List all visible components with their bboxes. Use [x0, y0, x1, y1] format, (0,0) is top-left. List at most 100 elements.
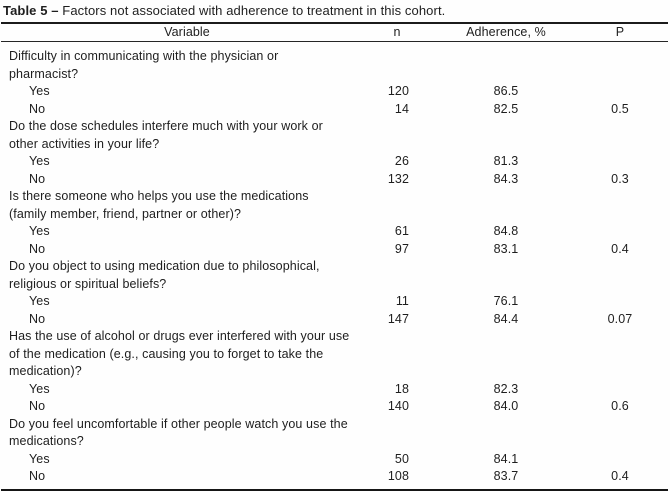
answer-label-cell: No [29, 241, 46, 256]
adherence-factors-table: Variable n Adherence, % P Difficulty in … [1, 22, 668, 491]
answer-label-cell: No [29, 171, 46, 186]
question-row: Has the use of alcohol or drugs ever int… [1, 328, 668, 381]
n-value-cell: 140 [387, 399, 409, 413]
adherence-value-cell: 84.8 [493, 224, 519, 238]
adherence-value-cell: 81.3 [493, 154, 519, 168]
question-line: of the medication (e.g., causing you to … [9, 346, 324, 361]
question-cell: Is there someone who helps you use the m… [1, 188, 668, 223]
n-value-cell: 50 [394, 451, 409, 466]
n-value-cell: 147 [387, 311, 409, 326]
n-value-cell: 120 [387, 84, 409, 98]
answer-row: No 14 82.5 0.5 [1, 101, 668, 119]
row-spacer-cell [649, 398, 668, 416]
n-value-cell: 108 [387, 469, 409, 483]
question-row: Do you object to using medication due to… [1, 258, 668, 293]
answer-label-cell: Yes [29, 451, 50, 466]
question-cell: Has the use of alcohol or drugs ever int… [1, 328, 668, 381]
answer-label-cell: No [29, 101, 46, 116]
column-header-variable: Variable [1, 23, 373, 42]
answer-label-cell: Yes [29, 84, 50, 98]
answer-label-cell: No [29, 311, 46, 326]
p-value-cell: 0.07 [607, 311, 633, 326]
row-spacer-cell [649, 468, 668, 490]
adherence-value-cell: 82.3 [493, 381, 519, 396]
adherence-value-cell: 83.7 [493, 469, 519, 483]
question-line: Do the dose schedules interfere much wit… [9, 119, 323, 133]
question-line: pharmacist? [9, 66, 79, 81]
question-cell: Do you object to using medication due to… [1, 258, 668, 293]
answer-row: Yes 18 82.3 [1, 381, 668, 399]
p-value-cell [591, 381, 649, 399]
answer-label-cell: No [29, 399, 46, 413]
adherence-value-cell: 84.3 [493, 171, 519, 186]
answer-row: No 97 83.1 0.4 [1, 241, 668, 259]
answer-row: Yes 11 76.1 [1, 293, 668, 311]
question-line: medications? [9, 434, 84, 448]
question-row: Is there someone who helps you use the m… [1, 188, 668, 223]
row-spacer-cell [649, 381, 668, 399]
adherence-value-cell: 84.0 [493, 399, 519, 413]
question-line: religious or spiritual beliefs? [9, 276, 167, 291]
answer-row: No 140 84.0 0.6 [1, 398, 668, 416]
p-value-cell [591, 451, 649, 469]
n-value-cell: 11 [395, 294, 409, 308]
answer-label-cell: Yes [29, 294, 50, 308]
answer-label-cell: Yes [29, 154, 50, 168]
answer-row: Yes 120 86.5 [1, 83, 668, 101]
question-line: other activities in your life? [9, 136, 160, 151]
row-spacer-cell [649, 293, 668, 311]
question-line: Do you object to using medication due to… [9, 259, 320, 273]
row-spacer-cell [649, 171, 668, 189]
question-row: Do the dose schedules interfere much wit… [1, 118, 668, 153]
table-header: Variable n Adherence, % P [1, 23, 668, 42]
question-line: Has the use of alcohol or drugs ever int… [9, 329, 350, 343]
answer-label-cell: No [29, 469, 46, 483]
question-line: medication)? [9, 364, 82, 378]
n-value-cell: 97 [394, 241, 409, 256]
table-title: Table 5 – Factors not associated with ad… [0, 0, 670, 22]
p-value-cell: 0.4 [611, 241, 629, 256]
adherence-value-cell: 84.4 [493, 311, 519, 326]
adherence-value-cell: 84.1 [493, 451, 519, 466]
answer-row: Yes 26 81.3 [1, 153, 668, 171]
p-value-cell: 0.5 [611, 101, 629, 116]
column-header-p: P [591, 23, 649, 42]
n-value-cell: 26 [394, 154, 409, 168]
n-value-cell: 61 [394, 224, 409, 238]
answer-row: No 147 84.4 0.07 [1, 311, 668, 329]
row-spacer-cell [649, 101, 668, 119]
answer-label-cell: Yes [29, 224, 50, 238]
answer-row: No 132 84.3 0.3 [1, 171, 668, 189]
table-title-text: Factors not associated with adherence to… [62, 3, 446, 18]
header-spacer [649, 23, 668, 42]
answer-row: Yes 50 84.1 [1, 451, 668, 469]
row-spacer-cell [649, 223, 668, 241]
answer-row: Yes 61 84.8 [1, 223, 668, 241]
p-value-cell: 0.3 [611, 171, 629, 186]
p-value-cell: 0.4 [611, 469, 629, 483]
question-row: Do you feel uncomfortable if other peopl… [1, 416, 668, 451]
p-value-cell [591, 153, 649, 171]
p-value-cell: 0.6 [611, 399, 629, 413]
question-line: (family member, friend, partner or other… [9, 206, 242, 221]
adherence-value-cell: 82.5 [493, 101, 519, 116]
adherence-value-cell: 76.1 [493, 294, 519, 308]
row-spacer-cell [649, 83, 668, 101]
answer-label-cell: Yes [29, 381, 50, 396]
answer-row: No 108 83.7 0.4 [1, 468, 668, 490]
row-spacer-cell [649, 153, 668, 171]
n-value-cell: 14 [394, 101, 409, 116]
question-line: Difficulty in communicating with the phy… [9, 49, 279, 63]
p-value-cell [591, 223, 649, 241]
question-cell: Difficulty in communicating with the phy… [1, 42, 668, 84]
adherence-value-cell: 86.5 [493, 84, 519, 98]
question-cell: Do the dose schedules interfere much wit… [1, 118, 668, 153]
n-value-cell: 18 [394, 381, 409, 396]
table-body: Difficulty in communicating with the phy… [1, 42, 668, 490]
row-spacer-cell [649, 311, 668, 329]
n-value-cell: 132 [387, 171, 409, 186]
row-spacer-cell [649, 451, 668, 469]
question-cell: Do you feel uncomfortable if other peopl… [1, 416, 668, 451]
header-row: Variable n Adherence, % P [1, 23, 668, 42]
